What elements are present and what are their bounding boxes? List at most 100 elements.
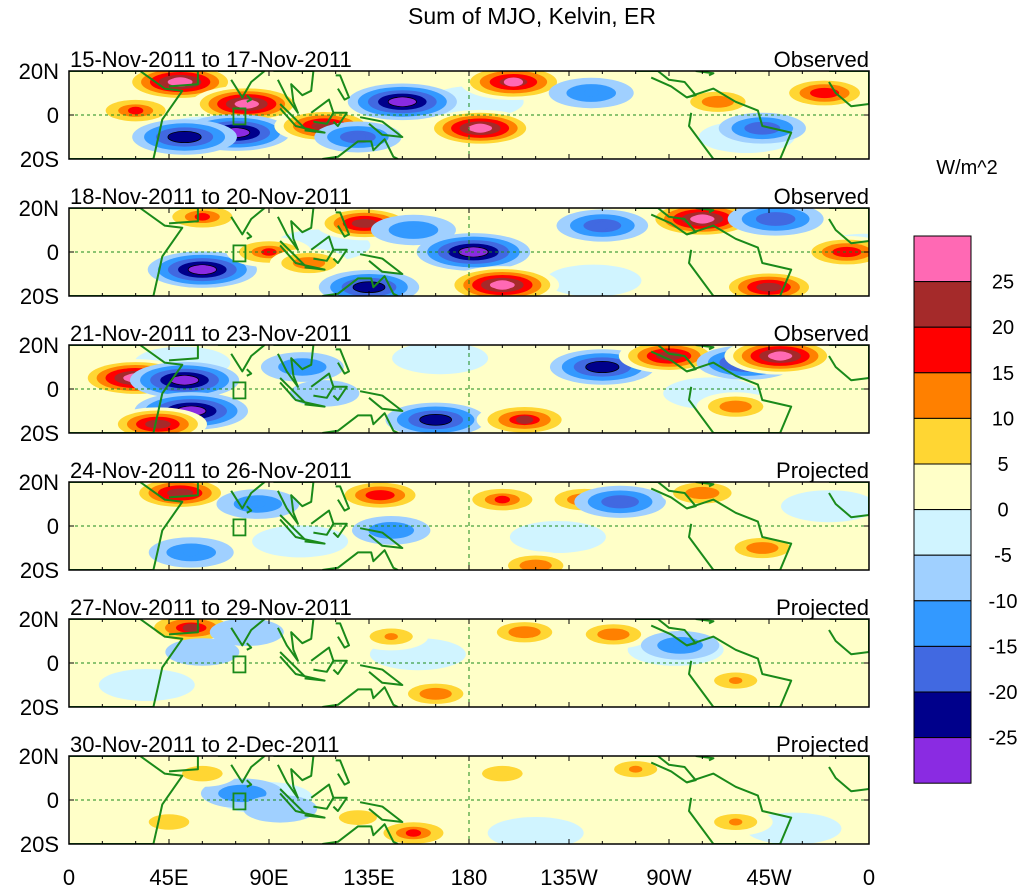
coastline	[217, 756, 266, 784]
index-box	[232, 244, 247, 263]
coastline	[279, 788, 306, 815]
panel-texture	[487, 817, 584, 844]
coastline	[686, 224, 793, 296]
panel-4: 20N 0 20S 24-Nov-2011 to 26-Nov-2011 Project…	[19, 458, 870, 583]
coastline	[168, 619, 199, 636]
coastline	[332, 796, 348, 812]
anomaly-1-2-core	[236, 99, 257, 109]
anomaly-5-6-core	[517, 628, 532, 636]
lat-tick-label: 20N	[19, 607, 59, 632]
anomaly-5-7-core	[606, 630, 621, 638]
panel-texture	[392, 345, 489, 375]
anomaly-6-7-core	[629, 765, 643, 773]
lon-tick-label: 135W	[540, 865, 598, 889]
coastline	[335, 74, 350, 101]
lat-tick-label: 0	[47, 651, 59, 676]
colorbar-swatch	[913, 235, 972, 283]
coastline	[322, 686, 399, 707]
coastline	[332, 111, 348, 127]
coastline	[246, 94, 253, 103]
panel-texture	[781, 490, 869, 523]
lat-tick-label: 20N	[19, 196, 59, 221]
index-box	[232, 107, 247, 126]
panel-texture	[492, 649, 589, 682]
anomaly-6-8-core	[729, 818, 743, 826]
anomaly-1-8-core	[392, 97, 413, 107]
coastline	[635, 208, 697, 236]
panel-texture	[763, 619, 860, 651]
anomaly-4-9-core	[611, 497, 629, 506]
colorbar-swatch	[913, 645, 972, 693]
coastline	[217, 345, 266, 373]
lat-tick-label: 0	[47, 514, 59, 539]
panel-texture	[352, 766, 449, 799]
coastline	[279, 514, 306, 541]
coastline	[335, 211, 350, 238]
coastline	[217, 619, 266, 647]
anomaly-3-13-core	[728, 403, 743, 411]
lat-tick-label: 20N	[19, 333, 59, 358]
index-box	[232, 655, 247, 674]
anomaly-5-4-core	[384, 633, 398, 641]
coastline	[304, 675, 326, 682]
colorbar-swatch	[913, 554, 972, 602]
coastline	[273, 345, 315, 388]
anomaly-6-5-core	[405, 829, 422, 837]
anomaly-5-8-core	[673, 641, 688, 649]
lat-tick-label: 0	[47, 240, 59, 265]
panel-field	[69, 208, 869, 296]
coastline	[828, 619, 869, 656]
coastline	[828, 71, 869, 108]
lat-tick-label: 20S	[20, 421, 59, 446]
panel-texture	[623, 801, 720, 834]
anomaly-2-9-core	[492, 280, 513, 290]
coastline	[322, 412, 399, 433]
coastline	[322, 275, 399, 296]
colorbar-swatch	[913, 326, 972, 374]
coastline	[635, 345, 697, 373]
lat-tick-label: 20N	[19, 470, 59, 495]
coastline	[168, 345, 199, 362]
anomaly-6-6-core	[496, 770, 509, 777]
coastline	[69, 756, 184, 844]
panel-1: 20N 0 20S 15-Nov-2011 to 17-Nov-2011 Observe…	[19, 47, 870, 172]
panel-status-label: Projected	[776, 595, 869, 620]
anomaly-4-2-core	[250, 500, 266, 508]
colorbar-tick-label: 5	[997, 454, 1008, 476]
coastline	[69, 208, 184, 296]
lon-tick-label: 90E	[249, 865, 288, 889]
coastline	[217, 71, 266, 99]
coastline	[304, 812, 326, 819]
anomaly-6-4-core	[162, 818, 176, 826]
colorbar-units-label: W/m^2	[936, 157, 998, 179]
anomaly-3-9-core	[592, 362, 612, 372]
coastline	[686, 361, 793, 433]
colorbar-tick-label: 20	[992, 317, 1014, 339]
colorbar-tick-label: -20	[989, 682, 1018, 704]
coastline	[273, 756, 315, 799]
coastline	[635, 71, 697, 99]
panel-status-label: Projected	[776, 458, 869, 483]
lat-tick-label: 0	[47, 103, 59, 128]
colorbar-swatch	[913, 372, 972, 419]
coastline	[217, 482, 266, 510]
coastline	[828, 208, 869, 245]
coastline	[322, 823, 399, 844]
lat-tick-label: 20S	[20, 558, 59, 583]
anomaly-1-14-core	[816, 88, 833, 98]
coastline	[332, 385, 348, 401]
coastline	[635, 756, 697, 784]
coastline	[168, 756, 199, 773]
lon-tick-label: 135E	[343, 865, 394, 889]
lon-tick-label: 45W	[746, 865, 791, 889]
index-box	[232, 381, 247, 400]
lon-tick-label: 180	[451, 865, 488, 889]
coastline	[828, 756, 869, 793]
coastline	[635, 619, 697, 647]
coastline	[279, 240, 306, 267]
anomaly-5-9-core	[729, 677, 743, 685]
panel-status-label: Observed	[774, 47, 869, 72]
lon-tick-label: 0	[63, 865, 75, 889]
colorbar-swatch	[913, 509, 972, 556]
longitude-axis: 0 45E 90E 135E 180 135W 90W 45W 0	[63, 865, 875, 889]
